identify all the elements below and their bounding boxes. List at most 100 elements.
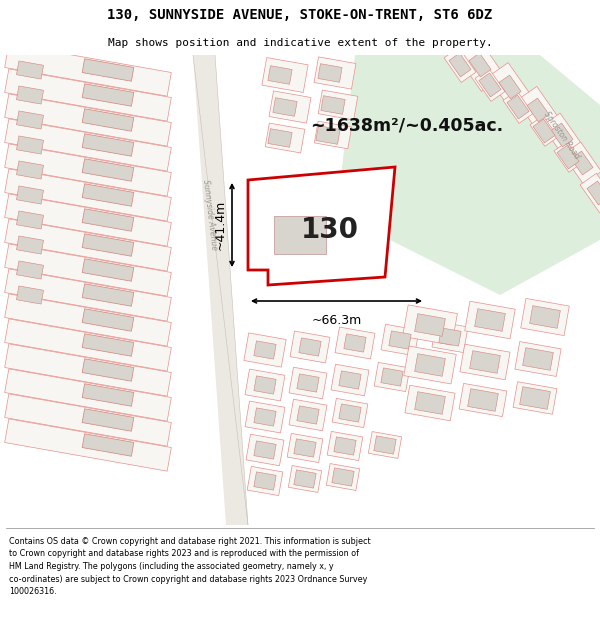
Polygon shape xyxy=(327,431,363,461)
Text: 130: 130 xyxy=(301,216,359,244)
Polygon shape xyxy=(332,398,368,428)
Polygon shape xyxy=(287,433,323,462)
Text: ~1638m²/~0.405ac.: ~1638m²/~0.405ac. xyxy=(310,116,503,134)
Polygon shape xyxy=(5,344,172,396)
Polygon shape xyxy=(5,94,172,146)
Polygon shape xyxy=(82,434,134,456)
Polygon shape xyxy=(5,69,172,121)
Polygon shape xyxy=(475,69,505,101)
Polygon shape xyxy=(16,136,44,154)
Polygon shape xyxy=(254,472,276,490)
Text: Sunnyside Avenue: Sunnyside Avenue xyxy=(201,179,219,251)
Polygon shape xyxy=(444,48,476,82)
Text: ~41.4m: ~41.4m xyxy=(214,200,227,250)
Polygon shape xyxy=(82,284,134,306)
Polygon shape xyxy=(326,464,359,491)
Polygon shape xyxy=(479,73,501,97)
Polygon shape xyxy=(16,211,44,229)
Polygon shape xyxy=(340,55,600,295)
Polygon shape xyxy=(513,382,557,414)
Polygon shape xyxy=(274,216,326,254)
Polygon shape xyxy=(16,236,44,254)
Polygon shape xyxy=(516,86,560,134)
Polygon shape xyxy=(16,286,44,304)
Polygon shape xyxy=(247,466,283,496)
Polygon shape xyxy=(82,159,134,181)
Polygon shape xyxy=(563,142,600,184)
Polygon shape xyxy=(82,309,134,331)
Polygon shape xyxy=(254,341,276,359)
Text: ~66.3m: ~66.3m xyxy=(311,314,362,327)
Polygon shape xyxy=(254,408,276,426)
Polygon shape xyxy=(294,470,316,488)
Polygon shape xyxy=(5,369,172,421)
Polygon shape xyxy=(244,333,286,367)
Polygon shape xyxy=(245,401,285,433)
Polygon shape xyxy=(515,342,561,376)
Polygon shape xyxy=(530,306,560,328)
Polygon shape xyxy=(542,113,582,157)
Polygon shape xyxy=(374,362,410,392)
Polygon shape xyxy=(297,406,319,424)
Polygon shape xyxy=(404,346,456,384)
Polygon shape xyxy=(294,439,316,457)
Polygon shape xyxy=(297,374,319,392)
Polygon shape xyxy=(268,66,292,84)
Polygon shape xyxy=(299,338,321,356)
Polygon shape xyxy=(580,173,600,213)
Text: Sproston Road: Sproston Road xyxy=(542,109,581,161)
Polygon shape xyxy=(16,61,44,79)
Polygon shape xyxy=(459,383,507,417)
Polygon shape xyxy=(455,39,505,91)
Polygon shape xyxy=(5,319,172,371)
Polygon shape xyxy=(467,389,499,411)
Polygon shape xyxy=(289,368,327,399)
Polygon shape xyxy=(5,44,172,96)
Polygon shape xyxy=(587,181,600,205)
Polygon shape xyxy=(465,301,515,339)
Polygon shape xyxy=(527,98,549,122)
Polygon shape xyxy=(523,348,553,370)
Polygon shape xyxy=(488,62,532,111)
Polygon shape xyxy=(460,344,510,380)
Polygon shape xyxy=(5,219,172,271)
Polygon shape xyxy=(415,392,445,414)
Text: Contains OS data © Crown copyright and database right 2021. This information is : Contains OS data © Crown copyright and d… xyxy=(9,537,371,596)
Polygon shape xyxy=(432,321,468,352)
Polygon shape xyxy=(339,404,361,422)
Polygon shape xyxy=(405,385,455,421)
Polygon shape xyxy=(439,328,461,346)
Polygon shape xyxy=(554,142,582,172)
Polygon shape xyxy=(5,294,172,346)
Polygon shape xyxy=(262,58,308,92)
Polygon shape xyxy=(269,91,311,123)
Polygon shape xyxy=(381,368,403,386)
Polygon shape xyxy=(470,351,500,373)
Polygon shape xyxy=(318,90,358,120)
Polygon shape xyxy=(82,259,134,281)
Polygon shape xyxy=(82,84,134,106)
Text: Map shows position and indicative extent of the property.: Map shows position and indicative extent… xyxy=(107,38,493,48)
Polygon shape xyxy=(82,334,134,356)
Polygon shape xyxy=(332,468,354,486)
Polygon shape xyxy=(5,169,172,221)
Polygon shape xyxy=(551,123,573,147)
Polygon shape xyxy=(82,209,134,231)
Polygon shape xyxy=(16,186,44,204)
Polygon shape xyxy=(321,96,345,114)
Polygon shape xyxy=(5,194,172,246)
Polygon shape xyxy=(530,116,558,146)
Polygon shape xyxy=(16,161,44,179)
Polygon shape xyxy=(344,334,366,352)
Polygon shape xyxy=(82,184,134,206)
Polygon shape xyxy=(503,91,533,123)
Polygon shape xyxy=(314,57,356,89)
Text: 130, SUNNYSIDE AVENUE, STOKE-ON-TRENT, ST6 6DZ: 130, SUNNYSIDE AVENUE, STOKE-ON-TRENT, S… xyxy=(107,8,493,22)
Polygon shape xyxy=(368,431,401,459)
Polygon shape xyxy=(331,364,369,396)
Polygon shape xyxy=(82,109,134,131)
Polygon shape xyxy=(469,53,491,77)
Polygon shape xyxy=(5,394,172,446)
Polygon shape xyxy=(193,55,248,525)
Polygon shape xyxy=(289,466,322,492)
